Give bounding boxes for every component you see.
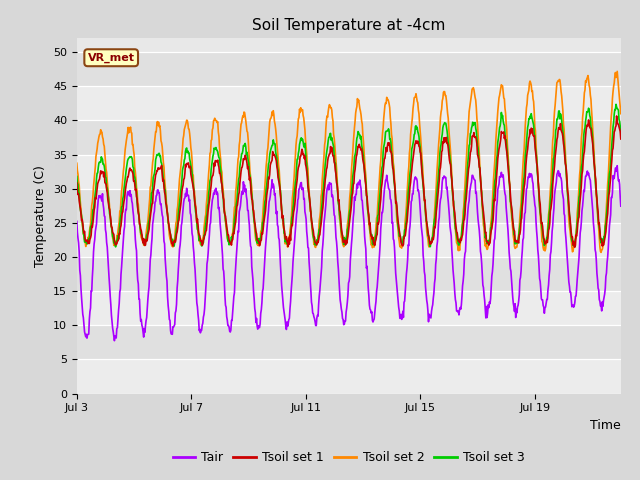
- X-axis label: Time: Time: [590, 419, 621, 432]
- Bar: [77, 257, 621, 291]
- Bar: [77, 325, 621, 360]
- Title: Soil Temperature at -4cm: Soil Temperature at -4cm: [252, 18, 445, 33]
- Y-axis label: Temperature (C): Temperature (C): [35, 165, 47, 267]
- Bar: [77, 155, 621, 189]
- Text: VR_met: VR_met: [88, 53, 134, 63]
- Bar: [77, 120, 621, 155]
- Bar: [77, 189, 621, 223]
- Legend: Tair, Tsoil set 1, Tsoil set 2, Tsoil set 3: Tair, Tsoil set 1, Tsoil set 2, Tsoil se…: [168, 446, 530, 469]
- Bar: [77, 291, 621, 325]
- Bar: [77, 52, 621, 86]
- Bar: [77, 360, 621, 394]
- Bar: [77, 86, 621, 120]
- Bar: [77, 223, 621, 257]
